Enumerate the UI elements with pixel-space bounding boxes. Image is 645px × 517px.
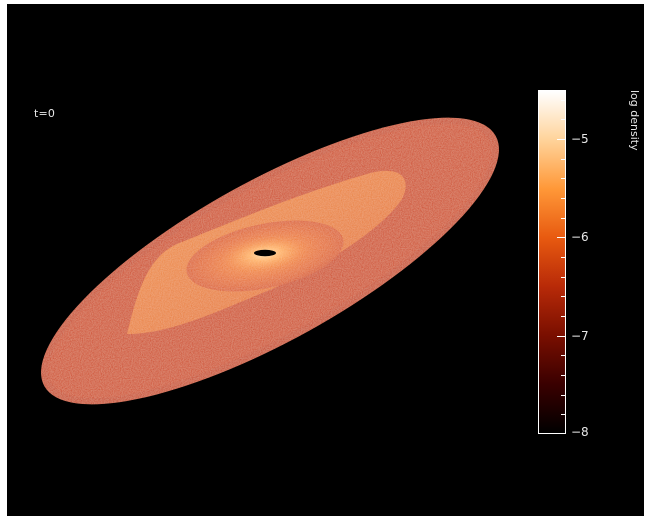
colorbar-tick-label: −8 [571, 425, 589, 439]
colorbar-tick-label: −5 [571, 132, 589, 146]
colorbar-minor-tick [561, 159, 566, 160]
colorbar-minor-tick [561, 198, 566, 199]
central-cavity [254, 249, 276, 257]
colorbar-minor-tick [561, 375, 566, 376]
colorbar-minor-tick [561, 100, 566, 101]
colorbar-minor-tick [561, 316, 566, 317]
colorbar-minor-tick [561, 355, 566, 356]
colorbar-minor-tick [561, 218, 566, 219]
time-label: t=0 [34, 107, 56, 120]
colorbar-minor-tick [561, 178, 566, 179]
colorbar-minor-tick [561, 277, 566, 278]
colorbar-minor-tick [561, 257, 566, 258]
colorbar-title: log density [628, 90, 641, 151]
colorbar [538, 90, 566, 434]
colorbar-minor-tick [561, 296, 566, 297]
colorbar-major-tick [557, 139, 566, 140]
simulation-frame: t=0 −5 −6 −7 −8 log density [7, 4, 644, 516]
colorbar-major-tick [557, 433, 566, 434]
colorbar-major-tick [557, 336, 566, 337]
disc-visualization [41, 117, 499, 405]
colorbar-minor-tick [561, 395, 566, 396]
colorbar-tick-label: −6 [571, 230, 589, 244]
colorbar-minor-tick [561, 119, 566, 120]
colorbar-tick-label: −7 [571, 329, 589, 343]
colorbar-minor-tick [561, 414, 566, 415]
colorbar-major-tick [557, 237, 566, 238]
